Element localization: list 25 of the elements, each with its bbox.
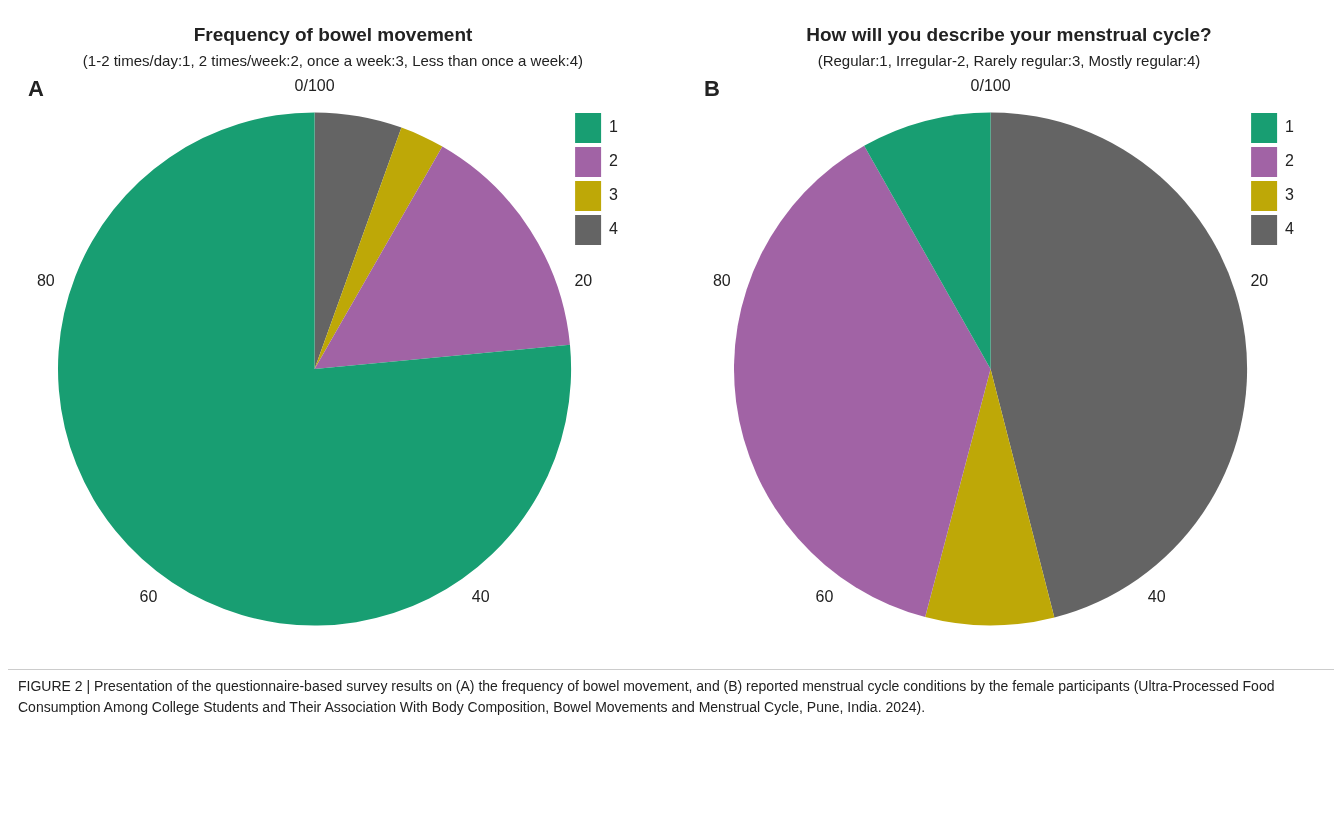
text: 40: [1147, 587, 1166, 605]
text: 0/100: [294, 76, 335, 94]
text: 20: [574, 272, 593, 290]
chart-title: Frequency of bowel movement: [192, 24, 474, 46]
text: 80: [712, 272, 731, 290]
text: A: [28, 76, 44, 102]
legend-label: 2: [1285, 152, 1295, 170]
text: 60: [815, 587, 834, 605]
text: FIGURE 2 | Presentation of the questionnaire-based survey results on (A) the frequency of bowel movement, and (B) reported menstrual cycle conditions by the female participants (Ultra-Processed Food Consumption Among College Students and Their Association With Body Composition, Bowel Movements and Menstrual Cycle, Pune, India. 2024).: [18, 678, 1275, 715]
legend-label: 4: [609, 220, 619, 238]
chart-subtitle: (1-2 times/day:1, 2 times/week:2, once a week:3, Less than once a week:4): [81, 52, 585, 69]
text: 80: [36, 272, 55, 290]
chart-subtitle: (Regular:1, Irregular-2, Rarely regular:3, Mostly regular:4): [816, 52, 1202, 69]
legend-label: 2: [609, 152, 619, 170]
legend-label: 3: [1285, 186, 1295, 204]
text: 0/100: [970, 76, 1011, 94]
legend-label: 1: [609, 118, 619, 136]
text: 60: [139, 587, 158, 605]
text: B: [704, 76, 720, 102]
legend-label: 4: [1285, 220, 1295, 238]
text: 40: [471, 587, 490, 605]
chart-title: How will you describe your menstrual cycle?: [805, 24, 1213, 46]
legend-label: 3: [609, 186, 619, 204]
legend-label: 1: [1285, 118, 1295, 136]
text: 20: [1250, 272, 1269, 290]
